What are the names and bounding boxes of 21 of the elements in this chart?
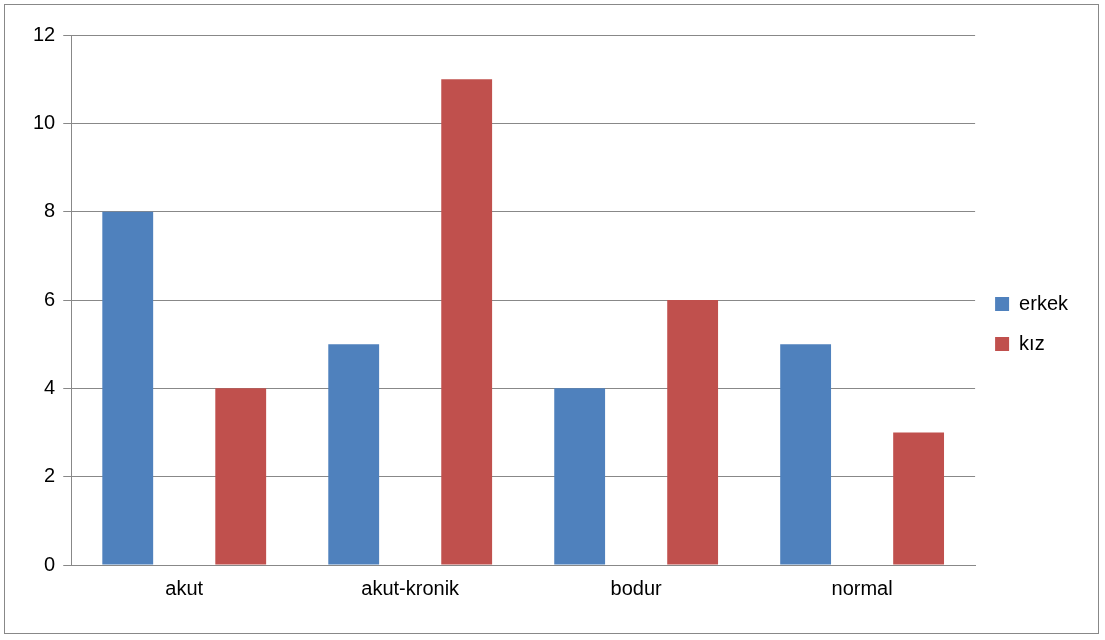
y-tick-label: 10 [33,110,56,133]
y-tick-label: 8 [44,199,56,222]
x-tick-label: akut [165,576,204,599]
x-tick-label: normal [831,576,893,599]
y-tick-label: 6 [44,287,56,310]
legend-label: erkek [1019,291,1069,314]
bar [667,300,719,565]
bar [554,388,606,565]
y-tick-label: 2 [44,464,56,487]
y-tick-label: 12 [33,22,56,45]
y-tick-label: 4 [44,375,56,398]
bar [102,211,154,565]
bar [328,344,380,565]
bar [780,344,832,565]
legend-label: kız [1019,331,1045,354]
x-tick-label: akut-kronik [361,576,461,599]
bar [893,432,945,565]
y-tick-label: 0 [44,552,56,575]
bar [441,79,493,565]
bar [215,388,267,565]
x-tick-label: bodur [610,576,663,599]
